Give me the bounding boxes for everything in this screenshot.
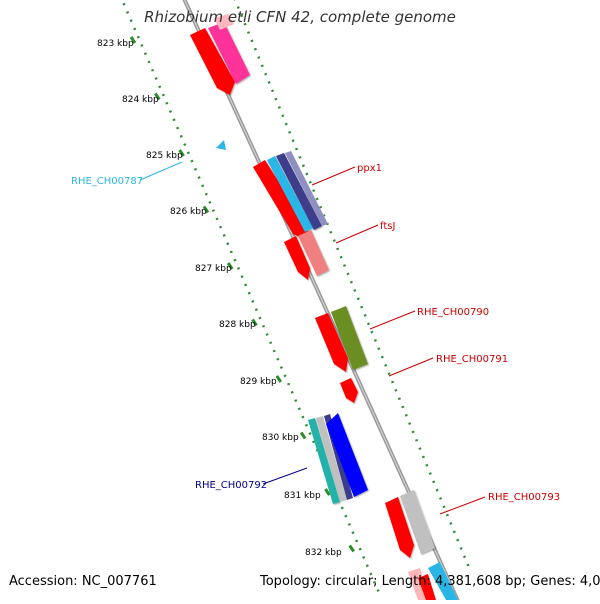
gene-label-ftsj[interactable]: ftsJ	[380, 221, 395, 232]
gene-label-rhe-ch00791[interactable]: RHE_CH00791	[436, 354, 508, 365]
gene-teal-1[interactable]	[308, 418, 340, 504]
gene-cyan-1[interactable]	[267, 156, 313, 232]
tick-label: 830 kbp	[262, 433, 299, 443]
gene-red-1[interactable]	[190, 28, 235, 95]
gene-label-ppx1[interactable]: ppx1	[357, 163, 382, 174]
gene-navy-1[interactable]	[276, 153, 322, 230]
gene-lavender-1[interactable]	[285, 151, 328, 226]
outer-ruler-dots	[233, 0, 472, 571]
ruler-tick-labels: 823 kbp 824 kbp 825 kbp 826 kbp 827 kbp …	[97, 39, 342, 558]
tick-label: 823 kbp	[97, 39, 134, 49]
gene-magenta-1[interactable]	[208, 22, 250, 84]
tick-label: 829 kbp	[240, 377, 277, 387]
ruler-tick-mark	[324, 488, 331, 496]
ruler-tick-mark	[129, 36, 137, 44]
gene-label-rhe-ch00787[interactable]: RHE_CH00787	[71, 176, 143, 187]
gene-red-ppx1[interactable]	[253, 160, 308, 240]
tick-label: 826 kbp	[170, 207, 207, 217]
gene-pink-small[interactable]	[214, 14, 234, 30]
gene-label-rhe-ch00792[interactable]: RHE_CH00792	[195, 480, 267, 491]
gene-cyan-marker[interactable]	[216, 140, 226, 150]
genome-title: Rhizobium etli CFN 42, complete genome	[144, 8, 456, 26]
tick-label: 825 kbp	[146, 151, 183, 161]
ruler-tick-marks	[129, 36, 355, 553]
genome-summary-text: Topology: circular; Length: 4,381,608 bp…	[260, 574, 600, 589]
gene-olive-1[interactable]	[331, 306, 368, 370]
gene-red-2[interactable]	[284, 236, 310, 280]
gene-cyan-bottom[interactable]	[428, 562, 458, 600]
ruler-tick-mark	[226, 262, 234, 270]
ruler-tick-mark	[178, 149, 185, 157]
gene-label-rhe-ch00790[interactable]: RHE_CH00790	[417, 307, 489, 318]
ruler-tick-mark	[251, 318, 258, 327]
accession-text: Accession: NC_007761	[9, 574, 157, 589]
gene-features	[190, 14, 458, 600]
label-leaders	[139, 161, 486, 515]
gene-label-rhe-ch00793[interactable]: RHE_CH00793	[488, 492, 560, 503]
gene-labels: RHE_CH00787 ppx1 ftsJ RHE_CH00790 RHE_CH…	[71, 163, 560, 503]
gene-red-small[interactable]	[340, 378, 358, 403]
ruler-tick-mark	[275, 375, 283, 383]
gene-blue-1[interactable]	[326, 413, 368, 497]
ruler-tick-mark	[299, 431, 307, 440]
gene-red-bottom[interactable]	[418, 574, 436, 600]
inner-ruler-dots	[120, 0, 382, 596]
gene-red-3[interactable]	[315, 313, 348, 372]
tick-label: 824 kbp	[122, 95, 159, 105]
ruler-tick-mark	[154, 92, 161, 101]
gene-gray-1[interactable]	[316, 416, 347, 502]
ruler-tick-mark	[348, 544, 355, 553]
gene-gray-2[interactable]	[400, 490, 435, 554]
tick-label: 832 kbp	[305, 548, 342, 558]
gene-pink-ftsJ[interactable]	[298, 230, 329, 276]
tick-label: 827 kbp	[195, 264, 232, 274]
gene-red-4[interactable]	[385, 497, 414, 558]
tick-label: 828 kbp	[219, 320, 256, 330]
ruler-tick-mark	[202, 205, 210, 214]
tick-label: 831 kbp	[284, 491, 321, 501]
